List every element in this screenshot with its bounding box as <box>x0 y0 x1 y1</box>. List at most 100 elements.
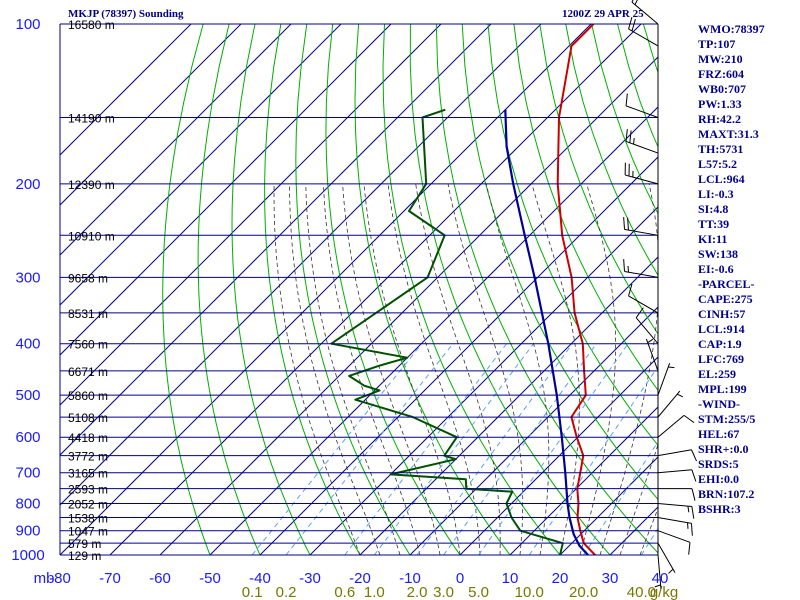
wind-barb-half <box>687 506 690 513</box>
index-item: SW:138 <box>698 247 739 261</box>
pressure-tick-label: 300 <box>15 269 40 286</box>
temperature-tick-label: -80 <box>49 570 71 587</box>
height-level-label: 16580 m <box>68 18 115 32</box>
wind-barb-staff <box>657 542 676 573</box>
wind-barb <box>657 449 697 462</box>
axis-unit-label: mb <box>34 570 55 587</box>
moist-adiabat-line <box>599 183 658 555</box>
wind-barb-staff <box>657 503 692 508</box>
plot-area <box>60 24 658 555</box>
wind-barb-full <box>623 259 626 272</box>
wind-barb-staff <box>631 1 659 25</box>
wind-barb-full <box>691 488 696 501</box>
index-item: MPL:199 <box>698 382 747 396</box>
isotherm-line <box>509 406 658 555</box>
index-item: EHI:0.0 <box>698 472 740 486</box>
pressure-tick-label: 700 <box>15 465 40 482</box>
isotherm-line <box>309 206 658 555</box>
wind-barb-staff <box>657 517 692 524</box>
wind-barb-staff <box>624 228 659 236</box>
isotherm-line <box>559 456 658 555</box>
height-level-label: 3165 m <box>68 467 108 481</box>
temperature-tick-label: -40 <box>249 570 271 587</box>
moist-adiabat-line <box>323 183 421 555</box>
height-level-label: 5860 m <box>68 389 108 403</box>
moist-adiabat-line <box>273 183 361 555</box>
index-item: CAP:1.9 <box>698 337 742 351</box>
isotherm-line <box>209 106 658 555</box>
height-level-label: 10910 m <box>68 229 115 243</box>
wind-barb-half <box>668 568 674 574</box>
isotherm-line <box>60 24 342 306</box>
mixing-ratio-line <box>416 343 573 555</box>
wind-barb <box>657 414 695 438</box>
wind-barb-half <box>668 366 675 369</box>
wind-barb-full <box>683 414 695 424</box>
height-level-label: 12390 m <box>68 178 115 192</box>
dry-adiabat-line <box>162 24 211 555</box>
height-level-label: 8531 m <box>68 307 108 321</box>
wind-barb <box>657 517 693 536</box>
height-level-label: 3772 m <box>68 450 108 464</box>
isotherm-line <box>259 156 658 555</box>
mixing-ratio-label: g/kg <box>650 584 678 600</box>
wind-barb-full <box>625 129 628 142</box>
mixing-ratio-label: 20.0 <box>569 584 598 600</box>
temperature-tick-label: -10 <box>399 570 421 587</box>
moist-adiabat-line <box>639 507 658 555</box>
pressure-tick-label: 800 <box>15 496 40 513</box>
temperature-tick-label: -20 <box>349 570 371 587</box>
height-level-label: 14190 m <box>68 112 115 126</box>
mixing-ratio-label: 2.0 <box>407 584 428 600</box>
index-item: HEL:67 <box>698 427 740 441</box>
wind-barb <box>623 259 659 278</box>
wind-barb-full <box>627 217 629 231</box>
temperature-tick-label: -60 <box>149 570 171 587</box>
wind-barb-half <box>647 338 654 344</box>
wind-barb-full <box>691 469 697 482</box>
isotherm-line <box>60 24 542 506</box>
wind-barb <box>625 93 659 118</box>
index-item: TH:5731 <box>698 142 744 156</box>
wind-barb <box>657 542 676 574</box>
wind-barb-staff <box>657 449 692 457</box>
index-item: BSHR:3 <box>698 502 741 516</box>
isotherm-line <box>459 356 658 555</box>
temperature-tick-label: 20 <box>552 570 569 587</box>
mixing-ratio-line <box>583 440 658 555</box>
mixing-ratio-label: 1.0 <box>364 584 385 600</box>
wind-barb <box>628 16 659 47</box>
mixing-ratio-line <box>251 343 423 555</box>
wind-barb-staff <box>635 317 659 345</box>
wind-barb <box>623 217 659 236</box>
index-item: MAXT:31.3 <box>698 127 759 141</box>
wind-barb <box>631 0 659 25</box>
index-item: FRZ:604 <box>698 67 744 81</box>
isotherm-line <box>359 256 658 555</box>
temperature-tick-label: -70 <box>99 570 121 587</box>
mixing-ratio-label: 10.0 <box>515 584 544 600</box>
mixing-ratio-line <box>478 343 629 555</box>
wind-barb-staff <box>657 530 691 543</box>
wind-barb-full <box>690 523 693 536</box>
height-level-label: 1538 m <box>68 512 108 526</box>
pressure-tick-label: 600 <box>15 429 40 446</box>
index-list: WMO:78397 TP:107 MW:210 FRZ:604 WB0:707 PW:1.… <box>698 22 765 517</box>
wind-barb-staff <box>625 105 659 118</box>
temperature-tick-label: 30 <box>602 570 619 587</box>
mixing-ratio-label: 0.6 <box>334 584 355 600</box>
index-item: CAPE:275 <box>698 292 753 306</box>
isotherm-line <box>409 306 658 555</box>
pressure-tick-label: 400 <box>15 336 40 353</box>
wind-barb <box>635 307 659 345</box>
wind-barb-staff <box>628 295 659 314</box>
wind-barb-full <box>691 449 697 462</box>
wind-barb-half <box>634 0 638 5</box>
height-level-label: 579 m <box>68 537 101 551</box>
wind-barb-full <box>628 283 633 297</box>
wind-barb-half <box>633 137 635 145</box>
index-item: LCL:964 <box>698 172 745 186</box>
moist-adiabat-line <box>289 183 381 555</box>
isotherm-line <box>60 24 192 156</box>
